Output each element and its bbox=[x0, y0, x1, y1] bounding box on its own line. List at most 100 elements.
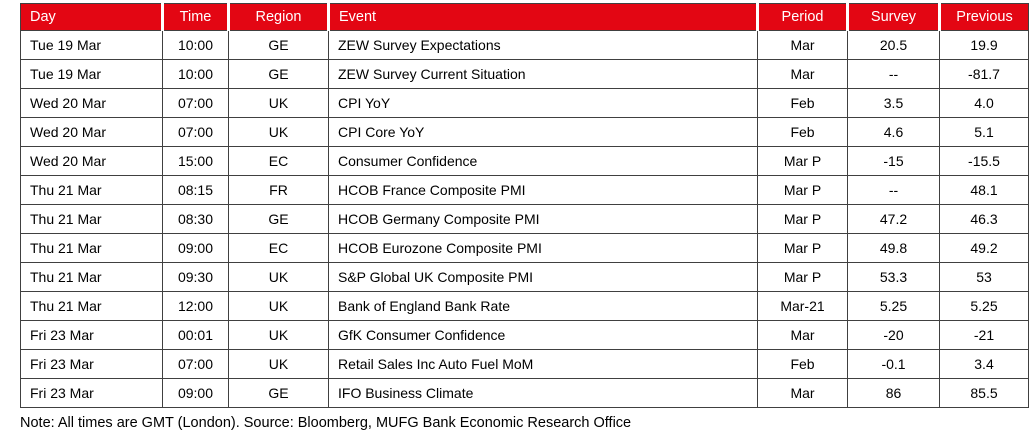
cell-day: Thu 21 Mar bbox=[20, 262, 163, 292]
cell-event: IFO Business Climate bbox=[328, 378, 758, 408]
cell-period: Mar bbox=[757, 59, 848, 89]
cell-time: 09:00 bbox=[162, 378, 229, 408]
cell-survey: 3.5 bbox=[847, 88, 940, 118]
column-header-event: Event bbox=[327, 3, 758, 31]
cell-day: Wed 20 Mar bbox=[20, 146, 163, 176]
cell-period: Mar bbox=[757, 30, 848, 60]
cell-previous: -15.5 bbox=[939, 146, 1029, 176]
cell-previous: 5.1 bbox=[939, 117, 1029, 147]
cell-event: HCOB Eurozone Composite PMI bbox=[328, 233, 758, 263]
table-row: Thu 21 Mar 08:15 FR HCOB France Composite P… bbox=[20, 175, 1029, 205]
cell-time: 00:01 bbox=[162, 320, 229, 350]
cell-day: Thu 21 Mar bbox=[20, 233, 163, 263]
cell-day: Tue 19 Mar bbox=[20, 30, 163, 60]
cell-time: 09:30 bbox=[162, 262, 229, 292]
cell-time: 10:00 bbox=[162, 59, 229, 89]
table-row: Thu 21 Mar 09:00 EC HCOB Eurozone Composite… bbox=[20, 233, 1029, 263]
cell-event: ZEW Survey Current Situation bbox=[328, 59, 758, 89]
cell-previous: 53 bbox=[939, 262, 1029, 292]
cell-period: Mar bbox=[757, 320, 848, 350]
column-header-survey: Survey bbox=[846, 3, 940, 31]
cell-survey: 49.8 bbox=[847, 233, 940, 263]
cell-previous: -81.7 bbox=[939, 59, 1029, 89]
cell-region: UK bbox=[228, 117, 329, 147]
table-row: Thu 21 Mar 08:30 GE HCOB Germany Composite … bbox=[20, 204, 1029, 234]
cell-period: Feb bbox=[757, 349, 848, 379]
cell-day: Tue 19 Mar bbox=[20, 59, 163, 89]
cell-event: Bank of England Bank Rate bbox=[328, 291, 758, 321]
cell-event: CPI Core YoY bbox=[328, 117, 758, 147]
cell-survey: 47.2 bbox=[847, 204, 940, 234]
cell-event: ZEW Survey Expectations bbox=[328, 30, 758, 60]
table-body: Tue 19 Mar 10:00 GE ZEW Survey Expectations… bbox=[20, 30, 1029, 408]
cell-day: Wed 20 Mar bbox=[20, 117, 163, 147]
cell-time: 09:00 bbox=[162, 233, 229, 263]
cell-day: Fri 23 Mar bbox=[20, 378, 163, 408]
cell-day: Thu 21 Mar bbox=[20, 204, 163, 234]
table-row: Tue 19 Mar 10:00 GE ZEW Survey Current Situ… bbox=[20, 59, 1029, 89]
table-row: Tue 19 Mar 10:00 GE ZEW Survey Expectations… bbox=[20, 30, 1029, 60]
table-header-row: Day Time Region Event Period Survey Previous bbox=[20, 3, 1029, 31]
cell-survey: -- bbox=[847, 59, 940, 89]
cell-previous: 85.5 bbox=[939, 378, 1029, 408]
table-row: Thu 21 Mar 09:30 UK S&P Global UK Composite… bbox=[20, 262, 1029, 292]
cell-region: GE bbox=[228, 59, 329, 89]
cell-event: Consumer Confidence bbox=[328, 146, 758, 176]
cell-event: HCOB Germany Composite PMI bbox=[328, 204, 758, 234]
cell-day: Thu 21 Mar bbox=[20, 175, 163, 205]
cell-period: Mar P bbox=[757, 146, 848, 176]
cell-event: Retail Sales Inc Auto Fuel MoM bbox=[328, 349, 758, 379]
cell-time: 07:00 bbox=[162, 88, 229, 118]
table-row: Fri 23 Mar 00:01 UK GfK Consumer Confidence… bbox=[20, 320, 1029, 350]
cell-region: UK bbox=[228, 88, 329, 118]
cell-region: EC bbox=[228, 233, 329, 263]
footnote: Note: All times are GMT (London). Source… bbox=[20, 415, 632, 431]
cell-survey: -- bbox=[847, 175, 940, 205]
cell-time: 08:30 bbox=[162, 204, 229, 234]
cell-day: Thu 21 Mar bbox=[20, 291, 163, 321]
cell-region: UK bbox=[228, 320, 329, 350]
economic-calendar-table: Day Time Region Event Period Survey Previous T… bbox=[20, 3, 1029, 408]
cell-event: HCOB France Composite PMI bbox=[328, 175, 758, 205]
cell-day: Fri 23 Mar bbox=[20, 320, 163, 350]
cell-previous: 19.9 bbox=[939, 30, 1029, 60]
cell-region: GE bbox=[228, 30, 329, 60]
cell-event: GfK Consumer Confidence bbox=[328, 320, 758, 350]
cell-day: Fri 23 Mar bbox=[20, 349, 163, 379]
cell-survey: -20 bbox=[847, 320, 940, 350]
column-header-region: Region bbox=[227, 3, 329, 31]
table-row: Wed 20 Mar 07:00 UK CPI YoY Feb 3.5 4.0 bbox=[20, 88, 1029, 118]
cell-period: Mar bbox=[757, 378, 848, 408]
cell-region: UK bbox=[228, 291, 329, 321]
cell-region: EC bbox=[228, 146, 329, 176]
cell-event: CPI YoY bbox=[328, 88, 758, 118]
column-header-previous: Previous bbox=[938, 3, 1029, 31]
cell-previous: 5.25 bbox=[939, 291, 1029, 321]
cell-event: S&P Global UK Composite PMI bbox=[328, 262, 758, 292]
cell-period: Feb bbox=[757, 88, 848, 118]
cell-previous: 46.3 bbox=[939, 204, 1029, 234]
cell-region: FR bbox=[228, 175, 329, 205]
cell-time: 07:00 bbox=[162, 349, 229, 379]
cell-previous: 4.0 bbox=[939, 88, 1029, 118]
cell-previous: 48.1 bbox=[939, 175, 1029, 205]
cell-previous: 3.4 bbox=[939, 349, 1029, 379]
cell-time: 08:15 bbox=[162, 175, 229, 205]
cell-survey: 53.3 bbox=[847, 262, 940, 292]
cell-region: GE bbox=[228, 378, 329, 408]
cell-time: 12:00 bbox=[162, 291, 229, 321]
cell-survey: 20.5 bbox=[847, 30, 940, 60]
header-row: Day Time Region Event Period Survey Previous bbox=[20, 3, 1029, 31]
cell-day: Wed 20 Mar bbox=[20, 88, 163, 118]
table-row: Wed 20 Mar 07:00 UK CPI Core YoY Feb 4.6 5.1 bbox=[20, 117, 1029, 147]
table-row: Wed 20 Mar 15:00 EC Consumer Confidence Mar … bbox=[20, 146, 1029, 176]
table-row: Thu 21 Mar 12:00 UK Bank of England Bank Ra… bbox=[20, 291, 1029, 321]
cell-survey: 5.25 bbox=[847, 291, 940, 321]
column-header-time: Time bbox=[161, 3, 229, 31]
cell-period: Mar P bbox=[757, 175, 848, 205]
cell-survey: 4.6 bbox=[847, 117, 940, 147]
cell-region: UK bbox=[228, 349, 329, 379]
cell-survey: -15 bbox=[847, 146, 940, 176]
cell-previous: 49.2 bbox=[939, 233, 1029, 263]
